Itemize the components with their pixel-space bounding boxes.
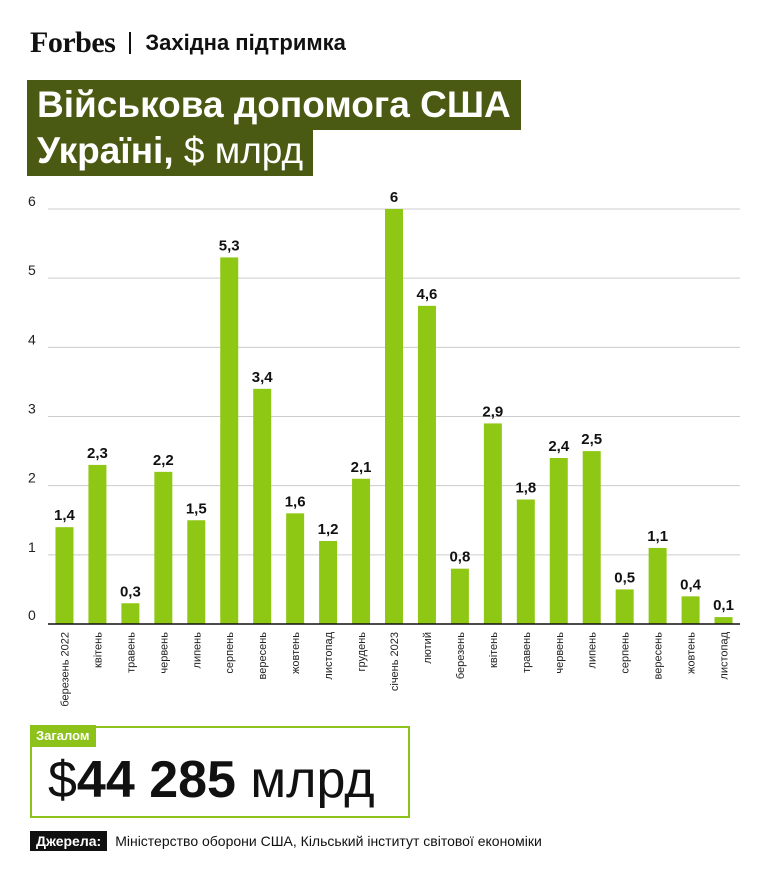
bar [187, 520, 206, 624]
x-tick-label: грудень [356, 632, 368, 672]
bar [450, 568, 469, 624]
data-label: 2,3 [87, 445, 108, 462]
x-tick-label: червень [554, 632, 566, 674]
bar [286, 513, 305, 624]
data-label: 1,2 [318, 521, 339, 538]
bar [319, 541, 338, 624]
x-tick-label: жовтень [290, 632, 302, 674]
x-tick-label: серпень [224, 632, 236, 674]
data-label: 0,1 [713, 597, 734, 614]
x-tick-label: березень 2022 [59, 632, 71, 707]
x-tick-label: жовтень [686, 632, 698, 674]
bar [714, 617, 733, 624]
data-label: 1,6 [285, 493, 306, 510]
total-tag: Загалом [30, 725, 96, 747]
x-tick-label: липень [587, 632, 599, 669]
data-label: 5,3 [219, 237, 240, 254]
x-tick-label: вересень [653, 632, 665, 680]
data-label: 4,6 [417, 286, 438, 303]
sources-label: Джерела: [30, 831, 108, 851]
data-label: 2,4 [548, 438, 570, 455]
total-currency: $ [48, 751, 77, 809]
bar [516, 499, 535, 624]
data-label: 6 [390, 189, 398, 206]
x-tick-label: травень [125, 632, 137, 673]
data-label: 0,5 [614, 569, 635, 586]
bar [55, 527, 74, 624]
section-title: Західна підтримка [145, 30, 346, 55]
data-label: 1,5 [186, 500, 207, 517]
bar [648, 547, 667, 624]
data-label: 3,4 [252, 369, 274, 386]
data-label: 1,8 [515, 480, 536, 497]
x-tick-label: листопад [323, 631, 335, 679]
data-label: 1,1 [647, 528, 668, 545]
data-label: 2,5 [581, 431, 602, 448]
y-tick-label: 1 [28, 539, 36, 555]
total-value: $44 285 млрд [48, 748, 375, 812]
x-tick-label: липень [191, 632, 203, 669]
bar [549, 458, 568, 624]
x-tick-label: червень [158, 632, 170, 674]
bar [88, 464, 107, 624]
bar [154, 471, 173, 624]
header-divider [129, 32, 132, 54]
chart-title-line2: Україні, $ млрд [27, 126, 314, 176]
x-tick-label: січень 2023 [389, 632, 401, 691]
bar [615, 589, 634, 624]
y-tick-label: 6 [28, 193, 36, 209]
data-label: 0,8 [449, 549, 470, 566]
x-tick-label: листопад [719, 631, 731, 679]
header: Forbes Західна підтримка [30, 26, 346, 60]
bar [417, 305, 436, 624]
data-label: 0,4 [680, 576, 702, 593]
y-tick-label: 3 [28, 401, 36, 417]
chart-title-main: Україні, [37, 130, 174, 171]
data-label: 2,9 [482, 403, 503, 420]
bar [385, 209, 403, 624]
bar [681, 596, 700, 624]
x-tick-label: серпень [620, 632, 632, 674]
total-box [30, 726, 410, 818]
data-label: 1,4 [54, 507, 76, 524]
data-label: 2,1 [351, 459, 372, 476]
y-tick-label: 0 [28, 607, 36, 623]
x-tick-label: вересень [257, 632, 269, 680]
x-tick-label: березень [455, 632, 467, 679]
bar [483, 423, 502, 624]
bar [121, 603, 140, 624]
y-tick-label: 2 [28, 470, 36, 486]
bar-chart: 0 1 2 3 4 5 6 1,4 2,3 0,3 2,2 1,5 5,3 3,4 1,6 1,2 2,1 6 4,… [28, 189, 740, 707]
y-tick-label: 4 [28, 331, 36, 347]
total-number: 44 285 [76, 751, 236, 809]
total-unit: млрд [235, 751, 375, 809]
bar [253, 388, 272, 624]
x-tick-label: лютий [422, 632, 434, 664]
sources: Джерела: Міністерство оборони США, Кільс… [30, 831, 542, 851]
bar [582, 451, 601, 624]
y-tick-label: 5 [28, 262, 36, 278]
chart-title-line1: Військова допомога США [27, 80, 521, 130]
x-tick-label: травень [521, 632, 533, 673]
bar [352, 478, 371, 624]
forbes-logo[interactable]: Forbes [30, 26, 116, 59]
x-tick-label: квітень [488, 632, 500, 668]
data-label: 2,2 [153, 452, 174, 469]
sources-text: Міністерство оборони США, Кільський інст… [115, 833, 542, 849]
chart-title-unit: $ млрд [173, 130, 304, 171]
x-tick-label: квітень [92, 632, 104, 668]
bar [220, 257, 239, 624]
data-label: 0,3 [120, 583, 141, 600]
